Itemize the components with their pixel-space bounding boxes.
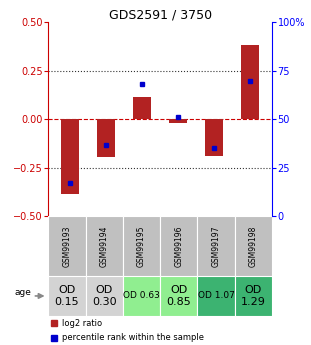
Bar: [86, 216, 123, 276]
Text: GSM99196: GSM99196: [174, 226, 183, 267]
Bar: [169, 119, 187, 123]
Text: OD 0.63: OD 0.63: [123, 292, 160, 300]
Text: percentile rank within the sample: percentile rank within the sample: [63, 333, 204, 342]
Text: OD
1.29: OD 1.29: [241, 285, 266, 307]
Title: GDS2591 / 3750: GDS2591 / 3750: [109, 8, 212, 21]
Bar: [48, 216, 86, 276]
Bar: [97, 119, 115, 157]
Text: GSM99194: GSM99194: [100, 226, 109, 267]
Text: OD 1.07: OD 1.07: [198, 292, 234, 300]
Text: GSM99198: GSM99198: [249, 226, 258, 267]
Text: OD
0.85: OD 0.85: [166, 285, 191, 307]
Bar: [123, 276, 160, 316]
Text: age: age: [15, 287, 31, 297]
Bar: [160, 216, 197, 276]
Text: OD
0.15: OD 0.15: [54, 285, 79, 307]
Text: GSM99195: GSM99195: [137, 226, 146, 267]
Bar: [235, 276, 272, 316]
Text: GSM99197: GSM99197: [212, 226, 220, 267]
Bar: [205, 119, 223, 156]
Text: GSM99193: GSM99193: [63, 226, 71, 267]
Bar: [235, 216, 272, 276]
Bar: [61, 119, 79, 194]
Text: log2 ratio: log2 ratio: [63, 319, 103, 328]
Bar: [133, 97, 151, 119]
Bar: [48, 276, 86, 316]
Bar: [86, 276, 123, 316]
Bar: [160, 276, 197, 316]
Bar: [197, 276, 235, 316]
Bar: [123, 216, 160, 276]
Bar: [197, 216, 235, 276]
Text: OD
0.30: OD 0.30: [92, 285, 117, 307]
Bar: [241, 45, 259, 119]
